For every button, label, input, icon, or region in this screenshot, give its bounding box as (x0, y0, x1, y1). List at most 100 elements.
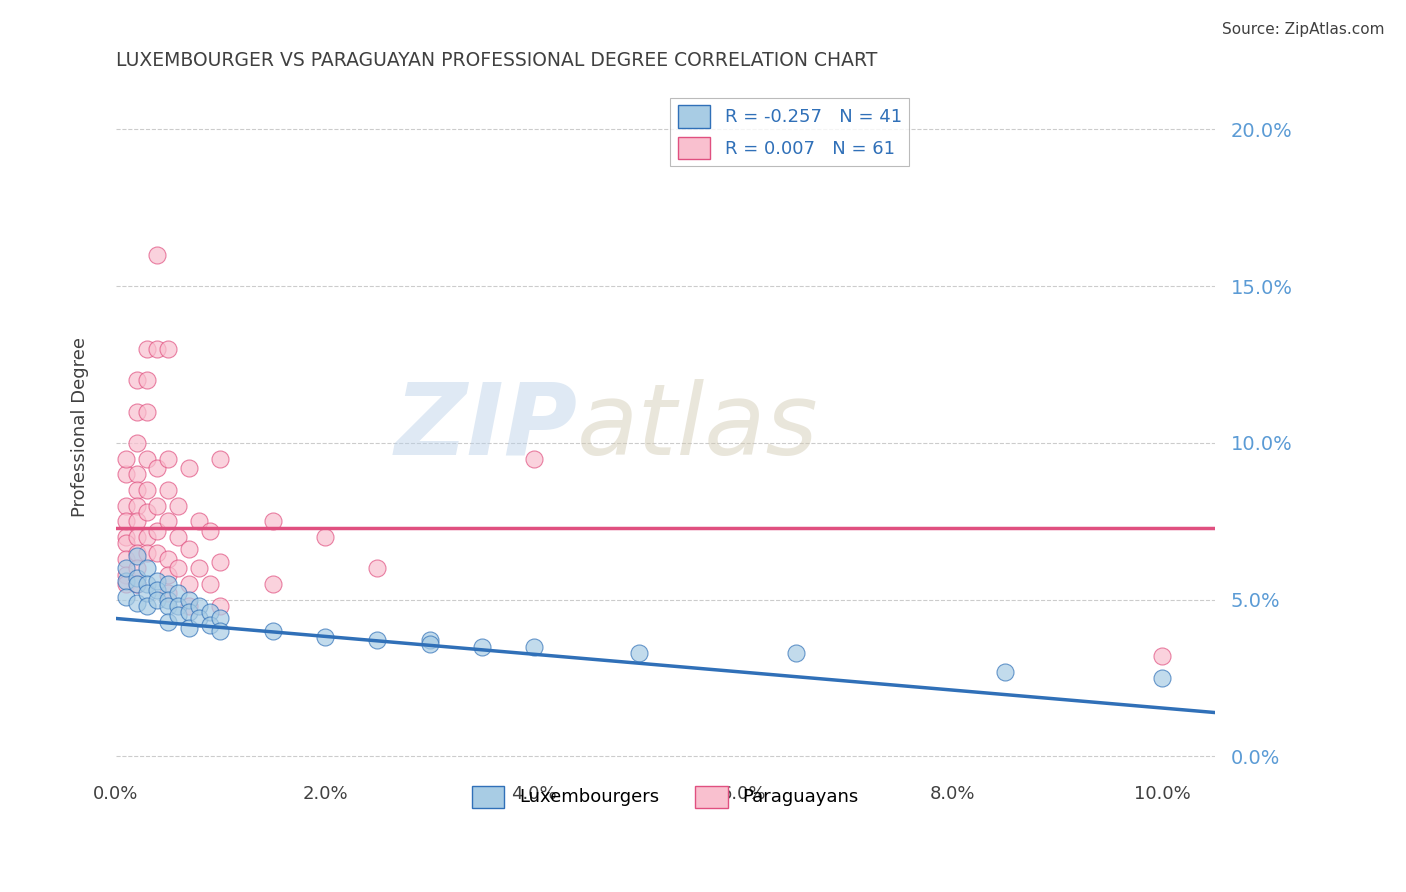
Point (136, 561, 159, 575)
Point (125, 549, 148, 563)
Point (198, 617, 221, 632)
Point (177, 621, 200, 635)
Point (115, 577, 138, 591)
Point (125, 404, 148, 418)
Point (115, 451, 138, 466)
Point (177, 461, 200, 475)
Point (262, 577, 284, 591)
Point (156, 483, 179, 497)
Point (198, 524, 221, 538)
Point (125, 499, 148, 513)
Point (136, 483, 159, 497)
Text: LUXEMBOURGER VS PARAGUAYAN PROFESSIONAL DEGREE CORRELATION CHART: LUXEMBOURGER VS PARAGUAYAN PROFESSIONAL … (115, 51, 877, 70)
Point (198, 605, 221, 619)
Point (146, 248, 169, 262)
Point (125, 467, 148, 482)
Text: Source: ZipAtlas.com: Source: ZipAtlas.com (1222, 22, 1385, 37)
Point (366, 633, 388, 648)
Point (627, 646, 650, 660)
Point (115, 536, 138, 550)
Point (209, 555, 232, 569)
Point (419, 633, 441, 648)
Point (146, 524, 169, 538)
Point (156, 586, 179, 600)
Point (262, 514, 284, 528)
Point (115, 467, 138, 482)
Point (177, 592, 200, 607)
Point (156, 592, 179, 607)
Legend: Luxembourgers, Paraguayans: Luxembourgers, Paraguayans (465, 779, 866, 814)
Point (209, 611, 232, 625)
Point (125, 577, 148, 591)
Point (136, 342, 159, 356)
Point (125, 577, 148, 591)
Point (167, 599, 190, 613)
Point (156, 567, 179, 582)
Point (146, 342, 169, 356)
Point (198, 577, 221, 591)
Point (167, 561, 190, 575)
Text: ZIP: ZIP (394, 379, 578, 475)
Point (136, 404, 159, 418)
Point (209, 451, 232, 466)
Point (156, 615, 179, 629)
Point (125, 530, 148, 544)
Point (136, 530, 159, 544)
Point (136, 546, 159, 560)
Point (177, 542, 200, 557)
Point (1152, 649, 1174, 664)
Point (146, 583, 169, 598)
Point (146, 499, 169, 513)
Point (167, 608, 190, 623)
Point (115, 514, 138, 528)
Point (136, 577, 159, 591)
Point (1152, 671, 1174, 685)
Point (167, 499, 190, 513)
Point (115, 530, 138, 544)
Point (209, 624, 232, 638)
Point (156, 514, 179, 528)
Point (146, 574, 169, 588)
Point (156, 451, 179, 466)
Point (115, 567, 138, 582)
Point (125, 596, 148, 610)
Point (156, 342, 179, 356)
Point (523, 640, 546, 654)
Point (262, 624, 284, 638)
Point (314, 530, 336, 544)
Point (125, 373, 148, 387)
Point (125, 483, 148, 497)
Point (523, 451, 546, 466)
Point (125, 571, 148, 585)
Point (177, 577, 200, 591)
Point (177, 605, 200, 619)
Point (115, 552, 138, 566)
Point (188, 611, 211, 625)
Point (136, 586, 159, 600)
Point (471, 640, 494, 654)
Point (115, 574, 138, 588)
Point (136, 505, 159, 519)
Point (125, 436, 148, 450)
Point (115, 590, 138, 604)
Text: atlas: atlas (578, 379, 818, 475)
Point (314, 630, 336, 644)
Point (125, 514, 148, 528)
Point (156, 577, 179, 591)
Point (136, 599, 159, 613)
Point (785, 646, 807, 660)
Point (994, 665, 1017, 679)
Point (209, 599, 232, 613)
Point (156, 552, 179, 566)
Point (156, 599, 179, 613)
Point (366, 561, 388, 575)
Point (125, 561, 148, 575)
Point (188, 561, 211, 575)
Point (146, 546, 169, 560)
Point (177, 599, 200, 613)
Point (115, 499, 138, 513)
Point (419, 636, 441, 650)
Y-axis label: Professional Degree: Professional Degree (72, 337, 89, 517)
Point (125, 546, 148, 560)
Point (167, 586, 190, 600)
